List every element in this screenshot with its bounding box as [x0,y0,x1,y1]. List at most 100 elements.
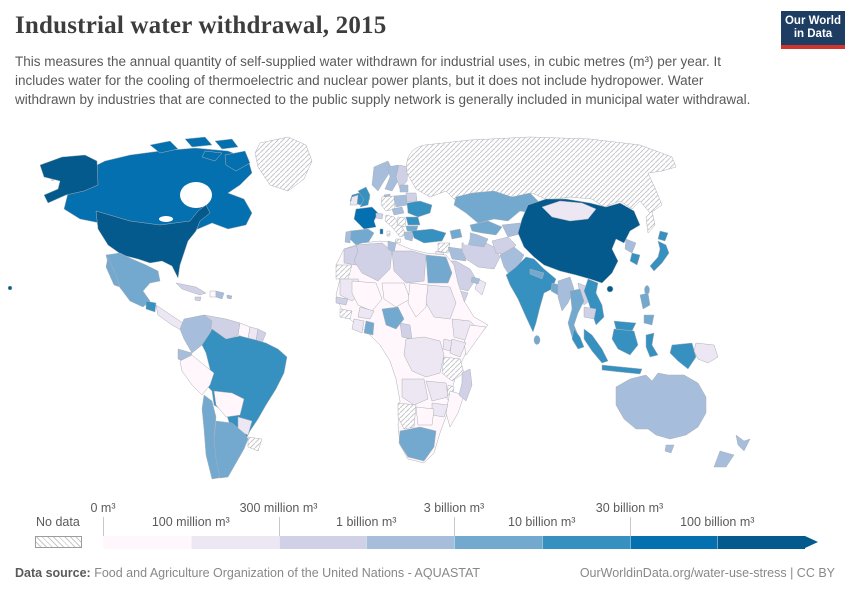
country-papua-new-guinea[interactable] [693,342,719,364]
country-united-states[interactable] [95,204,211,279]
country-iraq[interactable] [447,246,467,262]
country-philippines-mindanao[interactable] [643,314,655,326]
country-france[interactable] [353,206,379,230]
country-india[interactable] [505,256,557,333]
country-australia[interactable] [615,372,707,440]
footer-url[interactable]: OurWorldinData.org/water-use-stress [579,566,787,580]
country-indonesia-sumatra[interactable] [583,328,609,364]
country-guatemala[interactable] [145,300,157,313]
country-sweden[interactable] [384,164,400,192]
country-botswana[interactable] [415,406,435,426]
legend-segment-1[interactable] [190,536,279,549]
legend-segment-6[interactable] [629,536,718,549]
country-greenland[interactable] [254,136,313,192]
country-drc[interactable] [403,336,445,378]
country-canada-arctic-4[interactable] [201,150,223,162]
country-ireland[interactable] [349,194,359,206]
country-haiti[interactable] [209,290,217,298]
country-canada-arctic-1[interactable] [149,140,179,154]
country-new-zealand-north[interactable] [735,434,751,452]
legend-segment-2[interactable] [278,536,367,549]
country-south-africa[interactable] [398,426,437,462]
country-south-korea[interactable] [629,252,641,266]
country-mexico[interactable] [105,252,161,308]
country-tanzania[interactable] [441,356,465,382]
country-bolivia[interactable] [213,390,245,418]
country-indonesia-java[interactable] [601,364,643,375]
country-mongolia[interactable] [541,200,597,222]
country-united-kingdom[interactable] [357,186,371,208]
country-czechia-austria[interactable] [391,206,405,216]
country-greece[interactable] [403,231,415,242]
country-mexico-baja[interactable] [105,256,121,288]
country-peru[interactable] [179,354,215,396]
country-sri-lanka[interactable] [533,335,541,345]
country-japan[interactable] [649,240,670,272]
country-sudan[interactable] [425,284,457,320]
country-belarus[interactable] [405,192,418,203]
country-syria[interactable] [437,242,451,254]
country-cameroon[interactable] [399,322,413,340]
country-canada-arctic-2[interactable] [184,136,213,148]
country-uzbekistan[interactable] [469,220,503,236]
country-cote-divoire[interactable] [351,318,365,334]
country-guinea[interactable] [339,308,353,320]
country-serbia-balkans[interactable] [396,216,407,228]
country-jamaica[interactable] [194,296,202,302]
country-australia-tasmania[interactable] [664,444,675,454]
country-puerto-rico[interactable] [226,294,233,300]
country-switzerland[interactable] [375,212,384,220]
country-norway[interactable] [371,160,393,192]
footer-license[interactable]: CC BY [796,566,835,580]
country-france-corsica[interactable] [379,228,384,235]
legend-no-data-swatch[interactable] [35,536,82,548]
country-namibia[interactable] [397,402,417,430]
country-cuba[interactable] [175,282,207,296]
country-baltics[interactable] [399,184,409,193]
country-new-zealand-south[interactable] [713,450,735,468]
country-indonesia-sulawesi[interactable] [645,332,659,358]
legend-segment-3[interactable] [366,536,454,549]
country-madagascar[interactable] [458,368,473,402]
country-north-korea[interactable] [624,238,637,254]
legend-segment-0[interactable] [103,536,191,549]
country-libya[interactable] [391,250,427,284]
legend-segment-4[interactable] [454,536,542,549]
country-ukraine[interactable] [406,200,433,218]
country-italy-sardinia[interactable] [386,230,391,237]
country-turkey[interactable] [411,228,447,244]
country-united-states-hawaii[interactable] [7,285,13,291]
country-uruguay[interactable] [247,436,263,452]
country-russia-sakhalin[interactable] [645,210,656,234]
country-chad[interactable] [407,282,429,318]
country-argentina[interactable] [213,420,249,479]
country-kenya[interactable] [449,338,467,358]
country-paraguay[interactable] [237,416,253,436]
country-china-hainan[interactable] [606,285,614,293]
country-burkina-faso[interactable] [357,306,375,320]
country-canada-baffin[interactable] [224,150,251,172]
country-indonesia-kalimantan[interactable] [611,328,639,356]
country-uganda[interactable] [442,338,453,352]
country-united-states-alaska[interactable] [39,154,99,204]
country-niger[interactable] [381,282,411,308]
country-myanmar[interactable] [557,276,575,312]
country-indonesia-papua[interactable] [669,342,697,370]
country-china[interactable] [517,198,641,284]
country-dominican-republic[interactable] [215,290,225,300]
country-italy-sicily[interactable] [394,238,402,244]
country-germany[interactable] [380,195,396,212]
country-uae[interactable] [470,276,481,285]
country-portugal[interactable] [344,230,352,244]
country-canada-arctic-3[interactable] [214,138,239,150]
country-romania[interactable] [405,216,421,226]
footer-link[interactable]: OurWorldinData.org/water-use-stress | CC… [580,566,835,580]
country-senegal[interactable] [335,296,349,306]
country-algeria[interactable] [353,242,393,282]
country-malaysia[interactable] [571,328,585,350]
owid-logo[interactable]: Our World in Data [781,11,845,49]
country-philippines-luzon[interactable] [639,292,651,310]
country-angola[interactable] [401,378,429,406]
legend-segment-5[interactable] [541,536,630,549]
country-somalia[interactable] [463,324,487,356]
